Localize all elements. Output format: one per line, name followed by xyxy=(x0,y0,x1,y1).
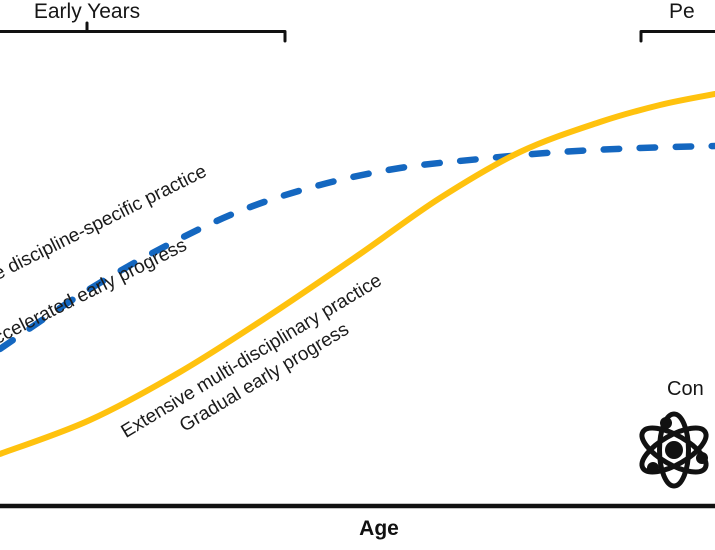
solid-curve xyxy=(0,91,715,457)
curves-group xyxy=(0,91,715,457)
early-years-label: Early Years xyxy=(33,0,141,23)
early-years-bracket xyxy=(0,21,287,43)
corner-text-cutoff: Con xyxy=(667,378,704,400)
peak-label-cutoff: Pe xyxy=(669,0,695,23)
atom-electron xyxy=(647,462,659,474)
x-axis-label: Age xyxy=(359,517,399,540)
atom-electron xyxy=(660,417,672,429)
atom-icon xyxy=(639,411,709,489)
atom-electron xyxy=(696,452,708,464)
atom-nucleus xyxy=(665,441,683,459)
peak-bracket xyxy=(639,30,715,43)
